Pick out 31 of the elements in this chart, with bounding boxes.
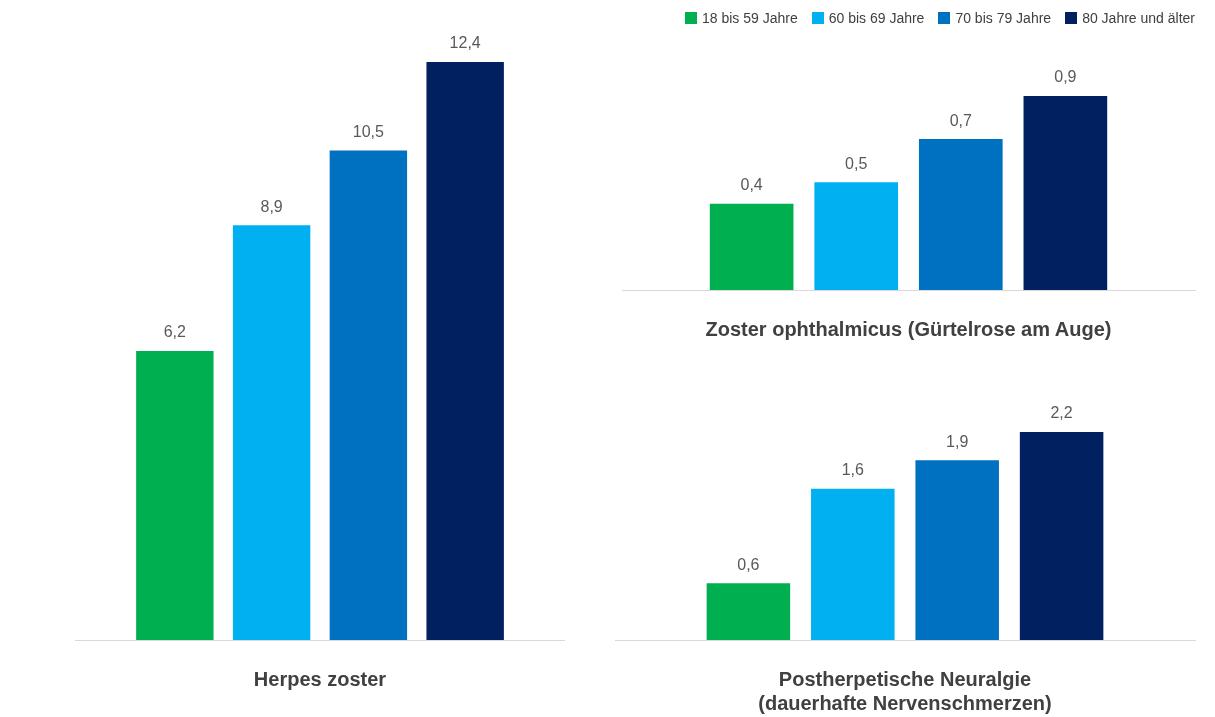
data-label: 12,4 [449,34,481,52]
bar [814,182,899,290]
bar [1019,432,1104,640]
bar [136,351,214,640]
data-label: 0,7 [949,111,973,129]
data-label: 0,6 [737,555,760,573]
data-label: 10,5 [352,122,385,140]
bar [918,139,1003,290]
data-label: 1,6 [841,461,865,479]
bar [915,460,999,640]
data-label: 8,9 [260,197,283,215]
bar [706,583,791,640]
data-label: 6,2 [163,323,187,341]
bar [232,225,311,640]
data-label: 0,9 [1054,68,1077,86]
bar [811,488,895,640]
data-label: 1,9 [946,432,969,450]
legend-label: 18 bis 59 Jahre [701,10,798,26]
legend-label: 80 Jahre und älter [1082,10,1195,26]
data-label: 0,5 [845,154,868,172]
legend-label: 60 bis 69 Jahre [828,10,925,26]
data-label: 0,4 [740,176,763,194]
bar [426,62,504,640]
x-axis-title: Postherpetische Neuralgie (dauerhafte Nervenschmerzen) [758,667,1052,714]
x-axis-title: Herpes zoster [253,667,387,690]
bar [1023,96,1108,290]
x-axis-title: Zoster ophthalmicus (Gürtelrose am Auge) [705,317,1112,340]
bar [709,203,794,290]
legend-label: 70 bis 79 Jahre [955,10,1052,26]
data-label: 2,2 [1050,404,1073,422]
bar [329,150,408,640]
